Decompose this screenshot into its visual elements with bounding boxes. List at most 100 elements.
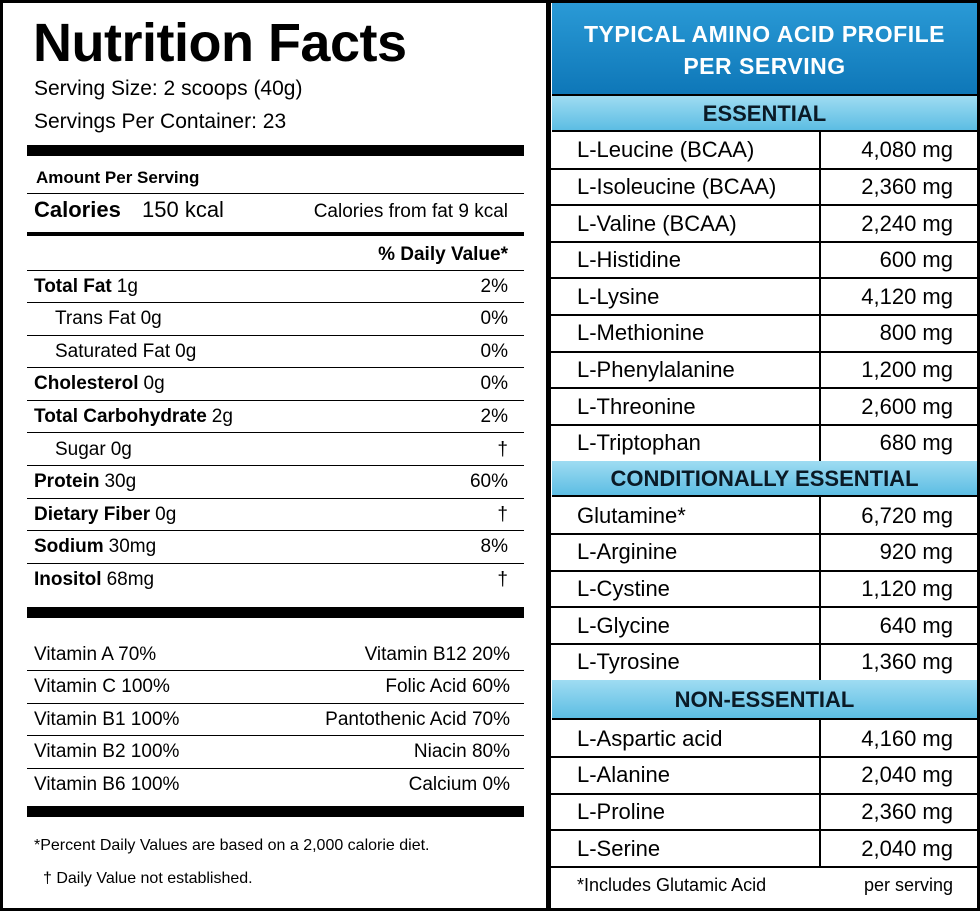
rule: [27, 334, 524, 336]
calories-from-fat: Calories from fat 9 kcal: [313, 200, 508, 222]
amino-name: L-Tyrosine: [577, 649, 680, 675]
thick-rule: [27, 806, 524, 817]
amino-title: PER SERVING: [683, 53, 846, 79]
nutrient-amount: 30g: [104, 471, 137, 493]
calories-label: Calories: [34, 197, 121, 222]
rule: [27, 302, 524, 303]
nutrient-dv: †: [497, 438, 508, 460]
vitamin: Vitamin B2 100%: [34, 741, 180, 762]
nutrient-dv: 2%: [480, 275, 508, 297]
vitamin: Vitamin B1 100%: [34, 708, 180, 730]
section-heading-text: CONDITIONALLY ESSENTIAL: [610, 466, 919, 492]
rule: [27, 702, 524, 704]
amount-label: Amount Per Serving: [36, 167, 200, 187]
rule: [551, 865, 977, 868]
column-divider: [819, 793, 821, 831]
amino-amount: 1,360 mg: [861, 649, 953, 675]
amino-amount: 4,080 mg: [861, 137, 953, 163]
nutrient-amount: 0g: [175, 340, 197, 362]
amino-footer: per serving: [863, 875, 953, 895]
amino-amount: 640 mg: [879, 612, 953, 638]
amino-name: L-Methionine: [577, 320, 705, 346]
amino-name: L-Glycine: [577, 612, 670, 638]
column-divider: [819, 351, 821, 389]
rule: [551, 569, 977, 572]
rule: [551, 350, 977, 353]
nutrient-name: Inositol: [34, 568, 102, 590]
amino-amount: 4,160 mg: [861, 725, 953, 751]
nutrient-amount: 0g: [155, 503, 177, 525]
rule: [551, 387, 977, 390]
rule: [551, 423, 977, 426]
section-heading-text: NON-ESSENTIAL: [674, 687, 855, 713]
nutrient-name: Total Fat: [34, 275, 112, 297]
rule: [551, 204, 977, 207]
column-divider: [819, 643, 821, 681]
column-divider: [819, 241, 821, 279]
amino-name: L-Triptophan: [577, 430, 701, 456]
nutrient-name: Sugar: [55, 438, 106, 460]
amino-amount: 2,360 mg: [861, 173, 953, 199]
amino-amount: 600 mg: [879, 247, 953, 273]
column-divider: [819, 315, 821, 352]
column-divider: [819, 720, 821, 757]
section-heading: CONDITIONALLY ESSENTIAL: [552, 461, 977, 498]
amino-name: L-Alanine: [577, 762, 670, 788]
amino-name: L-Arginine: [577, 539, 678, 565]
nutrient-name: Total Carbohydrate: [34, 405, 207, 427]
column-divider: [819, 168, 821, 206]
amino-amount: 2,040 mg: [861, 762, 953, 788]
vitamin: Vitamin A 70%: [34, 643, 157, 665]
amino-name: L-Serine: [577, 835, 661, 861]
vitamin: Folic Acid 60%: [385, 676, 510, 697]
column-divider: [819, 132, 821, 169]
nutrient-dv: 2%: [480, 405, 508, 427]
rule: [551, 314, 977, 316]
column-divider: [819, 205, 821, 242]
nutrient-dv: †: [497, 503, 508, 525]
amino-name: L-Aspartic acid: [577, 725, 723, 751]
calories-value: 150 kcal: [142, 197, 224, 222]
title: Nutrition Facts: [33, 13, 407, 73]
amino-header: TYPICAL AMINO ACID PROFILE PER SERVING: [552, 3, 977, 96]
amino-amount: 2,360 mg: [861, 798, 953, 824]
amino-name: L-Proline: [577, 798, 666, 824]
nutrient-dv: 60%: [469, 471, 508, 493]
amino-name: L-Isoleucine (BCAA): [577, 173, 777, 199]
rule: [27, 193, 524, 194]
amino-amount: 6,720 mg: [861, 502, 953, 528]
amino-name: L-Threonine: [577, 393, 696, 419]
rule: [27, 399, 524, 401]
amino-name: Glutamine*: [577, 502, 686, 528]
amino-name: L-Phenylalanine: [577, 356, 735, 382]
thick-rule: [27, 607, 524, 618]
section-heading: ESSENTIAL: [552, 96, 977, 132]
amino-name: L-Valine (BCAA): [577, 210, 737, 236]
rule: [27, 465, 524, 466]
amino-amount: 2,040 mg: [861, 835, 953, 861]
amino-amount: 4,120 mg: [861, 283, 953, 309]
rule: [27, 270, 524, 271]
vitamin: Vitamin B6 100%: [34, 773, 180, 795]
rule: [551, 606, 977, 609]
column-divider: [819, 757, 821, 794]
vitamin: Vitamin B12 20%: [364, 643, 510, 665]
vitamin: Pantothenic Acid 70%: [325, 708, 510, 730]
nutrient-name: Cholesterol: [34, 373, 139, 395]
nutrient-amount: 0g: [143, 373, 165, 395]
nutrient-dv: 8%: [480, 536, 508, 558]
rule: [27, 367, 524, 369]
rule: [27, 767, 524, 769]
footnote: *Percent Daily Values are based on a 2,0…: [34, 837, 430, 854]
rule: [551, 533, 977, 535]
nutrient-dv: 0%: [480, 308, 508, 330]
column-divider: [819, 607, 821, 644]
section-heading-text: ESSENTIAL: [702, 101, 827, 126]
vitamin: Calcium 0%: [408, 773, 510, 795]
thick-rule: [27, 145, 524, 156]
amino-amount: 2,240 mg: [861, 210, 953, 236]
rule: [27, 562, 524, 564]
servings-per-container: Servings Per Container: 23: [34, 109, 287, 133]
column-divider: [819, 497, 821, 534]
